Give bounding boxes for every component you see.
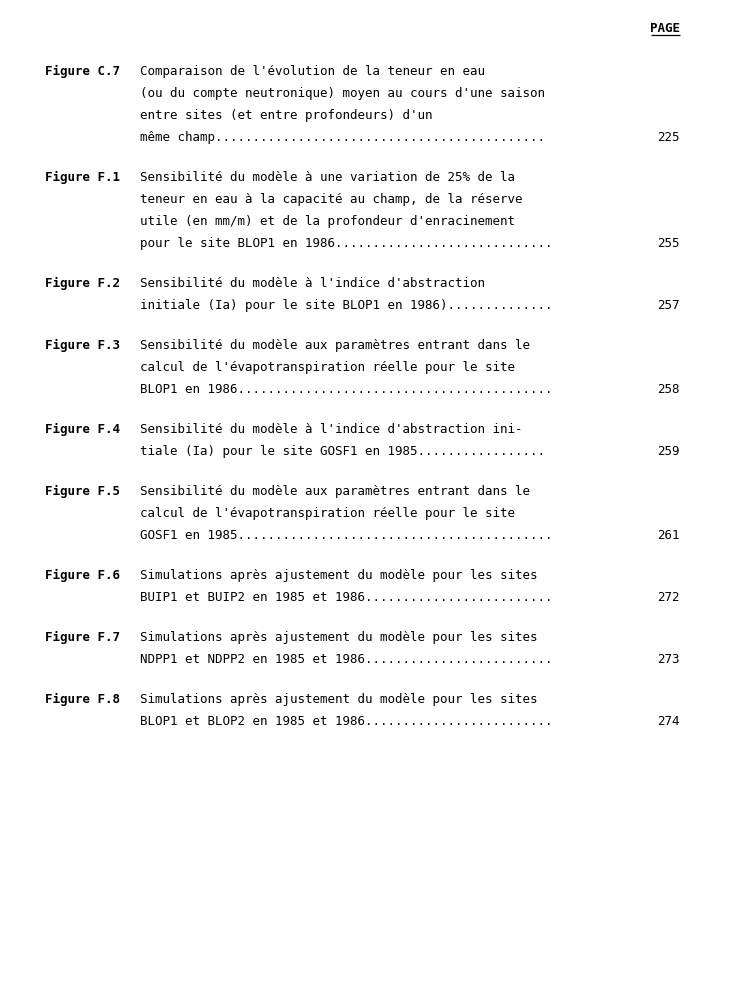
Text: initiale (Ia) pour le site BLOP1 en 1986)..............: initiale (Ia) pour le site BLOP1 en 1986… bbox=[140, 299, 553, 312]
Text: (ou du compte neutronique) moyen au cours d'une saison: (ou du compte neutronique) moyen au cour… bbox=[140, 87, 545, 100]
Text: entre sites (et entre profondeurs) d'un: entre sites (et entre profondeurs) d'un bbox=[140, 109, 432, 122]
Text: PAGE: PAGE bbox=[650, 22, 680, 35]
Text: 225: 225 bbox=[658, 131, 680, 144]
Text: NDPP1 et NDPP2 en 1985 et 1986.........................: NDPP1 et NDPP2 en 1985 et 1986..........… bbox=[140, 653, 553, 666]
Text: Sensibilité du modèle à l'indice d'abstraction ini-: Sensibilité du modèle à l'indice d'abstr… bbox=[140, 423, 523, 436]
Text: Figure F.2: Figure F.2 bbox=[45, 277, 120, 290]
Text: Sensibilité du modèle aux paramètres entrant dans le: Sensibilité du modèle aux paramètres ent… bbox=[140, 339, 530, 352]
Text: 273: 273 bbox=[658, 653, 680, 666]
Text: Simulations après ajustement du modèle pour les sites: Simulations après ajustement du modèle p… bbox=[140, 569, 537, 582]
Text: BLOP1 en 1986..........................................: BLOP1 en 1986...........................… bbox=[140, 383, 553, 396]
Text: Sensibilité du modèle à une variation de 25% de la: Sensibilité du modèle à une variation de… bbox=[140, 171, 515, 184]
Text: 274: 274 bbox=[658, 715, 680, 728]
Text: Figure F.1: Figure F.1 bbox=[45, 171, 120, 184]
Text: 255: 255 bbox=[658, 237, 680, 250]
Text: pour le site BLOP1 en 1986.............................: pour le site BLOP1 en 1986..............… bbox=[140, 237, 553, 250]
Text: Simulations après ajustement du modèle pour les sites: Simulations après ajustement du modèle p… bbox=[140, 693, 537, 706]
Text: Figure F.7: Figure F.7 bbox=[45, 631, 120, 645]
Text: tiale (Ia) pour le site GOSF1 en 1985.................: tiale (Ia) pour le site GOSF1 en 1985...… bbox=[140, 445, 545, 458]
Text: BLOP1 et BLOP2 en 1985 et 1986.........................: BLOP1 et BLOP2 en 1985 et 1986..........… bbox=[140, 715, 553, 728]
Text: Sensibilité du modèle à l'indice d'abstraction: Sensibilité du modèle à l'indice d'abstr… bbox=[140, 277, 485, 290]
Text: GOSF1 en 1985..........................................: GOSF1 en 1985...........................… bbox=[140, 529, 553, 542]
Text: Comparaison de l'évolution de la teneur en eau: Comparaison de l'évolution de la teneur … bbox=[140, 65, 485, 78]
Text: Sensibilité du modèle aux paramètres entrant dans le: Sensibilité du modèle aux paramètres ent… bbox=[140, 485, 530, 498]
Text: utile (en mm/m) et de la profondeur d'enracinement: utile (en mm/m) et de la profondeur d'en… bbox=[140, 215, 515, 228]
Text: Figure F.3: Figure F.3 bbox=[45, 339, 120, 352]
Text: 272: 272 bbox=[658, 591, 680, 604]
Text: 261: 261 bbox=[658, 529, 680, 542]
Text: calcul de l'évapotranspiration réelle pour le site: calcul de l'évapotranspiration réelle po… bbox=[140, 361, 515, 374]
Text: Simulations après ajustement du modèle pour les sites: Simulations après ajustement du modèle p… bbox=[140, 631, 537, 644]
Text: BUIP1 et BUIP2 en 1985 et 1986.........................: BUIP1 et BUIP2 en 1985 et 1986..........… bbox=[140, 591, 553, 604]
Text: 257: 257 bbox=[658, 299, 680, 312]
Text: Figure F.5: Figure F.5 bbox=[45, 485, 120, 498]
Text: même champ............................................: même champ..............................… bbox=[140, 131, 545, 144]
Text: calcul de l'évapotranspiration réelle pour le site: calcul de l'évapotranspiration réelle po… bbox=[140, 507, 515, 520]
Text: Figure F.8: Figure F.8 bbox=[45, 693, 120, 707]
Text: 259: 259 bbox=[658, 445, 680, 458]
Text: Figure F.6: Figure F.6 bbox=[45, 569, 120, 583]
Text: Figure C.7: Figure C.7 bbox=[45, 65, 120, 78]
Text: Figure F.4: Figure F.4 bbox=[45, 423, 120, 436]
Text: 258: 258 bbox=[658, 383, 680, 396]
Text: teneur en eau à la capacité au champ, de la réserve: teneur en eau à la capacité au champ, de… bbox=[140, 193, 523, 206]
